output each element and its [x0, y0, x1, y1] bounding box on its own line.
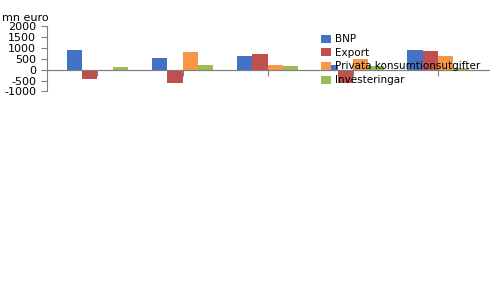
Bar: [268, 65, 283, 70]
Bar: [283, 66, 298, 70]
Bar: [438, 56, 454, 70]
Bar: [97, 70, 113, 71]
Text: mn euro: mn euro: [2, 12, 49, 22]
Bar: [252, 54, 268, 70]
Bar: [152, 58, 167, 70]
Bar: [82, 70, 97, 79]
Bar: [198, 65, 213, 70]
Bar: [167, 70, 182, 83]
Bar: [113, 67, 128, 70]
Bar: [423, 51, 438, 70]
Bar: [182, 52, 198, 70]
Bar: [353, 59, 368, 70]
Bar: [454, 68, 469, 70]
Bar: [67, 50, 82, 70]
Bar: [322, 65, 338, 70]
Bar: [368, 66, 384, 70]
Bar: [237, 56, 252, 70]
Bar: [407, 50, 423, 70]
Bar: [338, 70, 353, 83]
Legend: BNP, Export, Privata konsumtionsutgifter, Investeringar: BNP, Export, Privata konsumtionsutgifter…: [317, 31, 484, 88]
